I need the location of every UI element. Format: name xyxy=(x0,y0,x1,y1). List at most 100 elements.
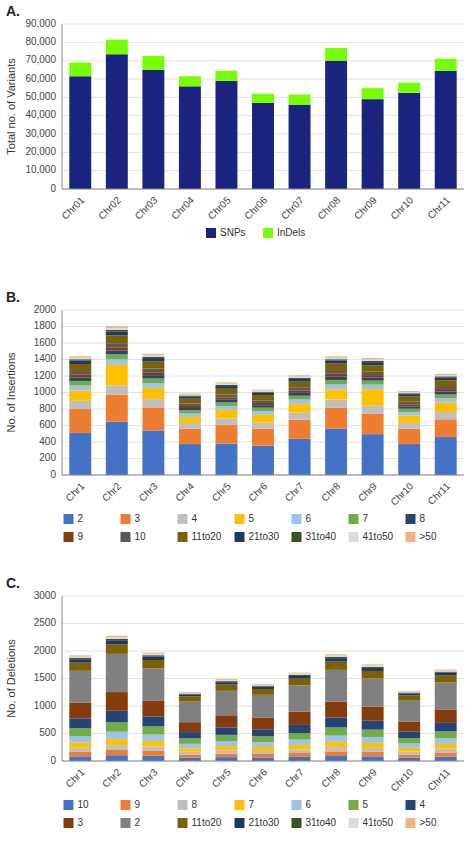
bar-segment xyxy=(325,654,347,655)
bar-segment xyxy=(69,356,91,357)
bar-segment xyxy=(252,689,274,695)
bar-segment xyxy=(325,657,347,658)
legend-swatch xyxy=(64,818,74,828)
bar-segment xyxy=(325,735,347,741)
panel-title: A. xyxy=(6,3,20,19)
bar-segment xyxy=(362,737,384,743)
bar-segment xyxy=(252,685,274,686)
bar-segment xyxy=(142,668,164,700)
bar-segment xyxy=(142,378,164,383)
legend-swatch xyxy=(292,800,302,810)
bar-segment xyxy=(215,397,237,399)
bar-segment xyxy=(106,745,128,750)
x-axis-line xyxy=(62,761,464,762)
legend: SNPsInDels xyxy=(206,227,305,238)
bar-segment xyxy=(179,408,201,410)
bar-segment xyxy=(362,406,384,414)
panel: B.0200400600800100012001400160018002000N… xyxy=(5,289,464,542)
bar-segment xyxy=(325,655,347,656)
grid-line xyxy=(62,475,464,476)
legend-swatch xyxy=(121,800,131,810)
bar-segment xyxy=(362,743,384,748)
y-tick-label: 0 xyxy=(50,183,56,194)
bar-segment xyxy=(142,375,164,378)
x-tick-label: Chr10 xyxy=(388,194,415,221)
legend-swatch xyxy=(406,818,416,828)
bar-segment xyxy=(106,422,128,475)
bar-segment xyxy=(215,735,237,741)
bar-segment xyxy=(398,722,420,732)
legend-swatch xyxy=(178,514,188,524)
y-tick-label: 400 xyxy=(39,436,56,447)
bar-segment xyxy=(252,423,274,429)
bar-segment xyxy=(69,381,91,386)
bar-segment xyxy=(289,725,311,733)
bar-segment xyxy=(398,83,420,93)
x-tick-label: Chr9 xyxy=(356,766,379,789)
bar-segment xyxy=(325,377,347,380)
bar-segment xyxy=(142,388,164,399)
bar-segment xyxy=(179,394,201,395)
bar-segment xyxy=(289,675,311,676)
legend-label: 4 xyxy=(420,799,426,810)
bar-segment xyxy=(325,358,347,359)
bar-segment xyxy=(106,739,128,745)
x-tick-label: Chr6 xyxy=(246,766,269,789)
legend-label: InDels xyxy=(277,227,305,238)
bar-segment xyxy=(325,384,347,389)
bar-segment xyxy=(179,693,201,695)
legend-label: 2 xyxy=(78,513,84,524)
x-tick-label: Chr8 xyxy=(319,766,342,789)
bar-segment xyxy=(252,395,274,400)
bar-segment xyxy=(215,71,237,81)
bars xyxy=(69,326,456,475)
bar-segment xyxy=(106,54,128,189)
legend-label: 5 xyxy=(363,799,369,810)
x-tick-label: Chr07 xyxy=(279,194,306,221)
x-tick-label: Chr06 xyxy=(242,194,269,221)
legend-swatch xyxy=(178,532,188,542)
bar-segment xyxy=(289,679,311,686)
bar-segment xyxy=(215,754,237,758)
panel: A.010,00020,00030,00040,00050,00060,0007… xyxy=(5,3,464,238)
y-tick-label: 1000 xyxy=(34,386,57,397)
legend-label: 21to30 xyxy=(249,531,280,542)
bar-segment xyxy=(252,393,274,395)
bar-segment xyxy=(215,406,237,410)
bar-segment xyxy=(398,406,420,408)
bar-segment xyxy=(289,393,311,396)
bar-segment xyxy=(252,718,274,729)
bar-segment xyxy=(325,702,347,718)
bar-segment xyxy=(179,399,201,404)
bar-segment xyxy=(142,355,164,357)
legend-label: 4 xyxy=(192,513,198,524)
y-tick-label: 0 xyxy=(50,755,56,766)
bar-segment xyxy=(106,365,128,386)
bar-segment xyxy=(435,676,457,683)
bar-segment xyxy=(215,402,237,405)
bar-segment xyxy=(435,374,457,375)
bar-segment xyxy=(106,644,128,654)
bar-segment xyxy=(362,358,384,359)
bar-segment xyxy=(289,733,311,739)
legend-label: >50 xyxy=(420,817,437,828)
bar-segment xyxy=(398,396,420,401)
bar-segment xyxy=(435,375,457,376)
bar-segment xyxy=(289,396,311,400)
bar-segment xyxy=(142,56,164,70)
bar-segment xyxy=(435,670,457,671)
bar-segment xyxy=(252,736,274,742)
legend-swatch xyxy=(64,514,74,524)
bar-segment xyxy=(106,354,128,359)
bar-segment xyxy=(179,444,201,475)
bar-segment xyxy=(289,400,311,404)
bar-segment xyxy=(435,419,457,437)
bar-segment xyxy=(362,362,384,365)
bar-segment xyxy=(398,429,420,444)
x-tick-label: Chr3 xyxy=(137,766,160,789)
x-tick-label: Chr5 xyxy=(210,766,233,789)
bar-segment xyxy=(215,741,237,746)
x-tick-label: Chr6 xyxy=(246,480,269,503)
bar-segment xyxy=(142,716,164,726)
x-tick-label: Chr02 xyxy=(96,194,123,221)
